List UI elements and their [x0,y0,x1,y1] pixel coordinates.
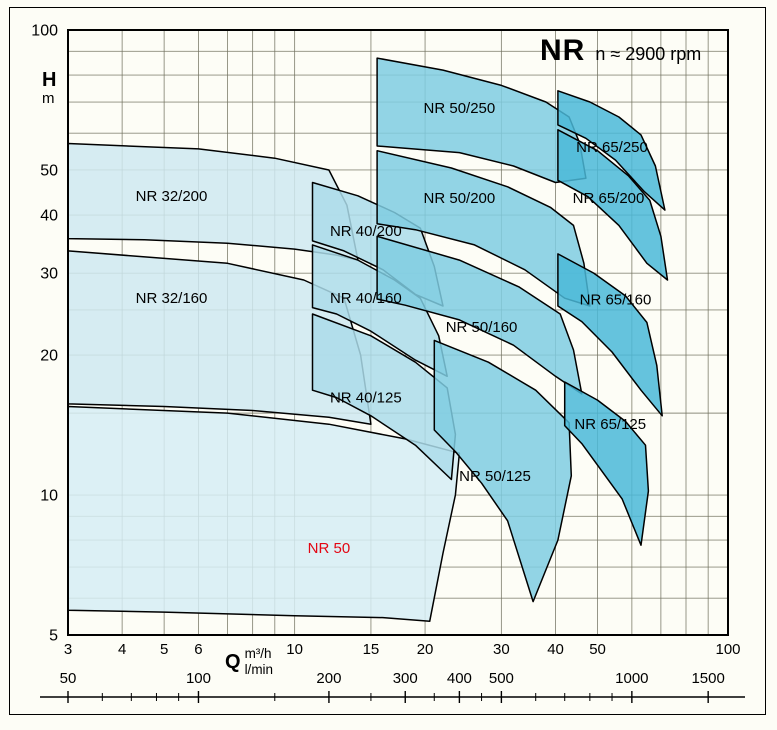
envelope-NR-50 [67,405,461,623]
x-tick-label-lmin-300: 300 [393,670,418,687]
envelope-NR-65-200 [557,129,669,281]
x-tick-label-m3h-5: 5 [160,641,168,658]
y-tick-label-10: 10 [40,488,58,505]
x-tick-label-lmin-400: 400 [447,670,472,687]
x-tick-label-lmin-200: 200 [316,670,341,687]
envelope-label-NR-65-160: NR 65/160 [580,292,652,309]
envelope-NR-50-125 [433,339,573,603]
envelope-label-NR-40-200: NR 40/200 [330,223,402,240]
envelope-NR-65-250 [557,90,666,211]
x-tick-label-lmin-500: 500 [489,670,514,687]
x-axis-symbol: Q [225,650,241,673]
x-tick-label-m3h-15: 15 [363,641,380,658]
y-tick-label-100: 100 [31,23,58,40]
envelope-label-NR-50-160: NR 50/160 [446,319,518,336]
x-axis-unit-primary: m³/h [244,646,272,661]
envelope-label-NR-50-125: NR 50/125 [459,468,531,485]
x-axis-label-block: Q m³/h l/min [225,646,273,678]
envelope-NR-65-160 [557,253,663,417]
y-tick-label-30: 30 [40,266,58,283]
envelope-label-NR-65-250: NR 65/250 [576,139,648,156]
y-tick-label-5: 5 [49,628,58,645]
x-tick-label-m3h-30: 30 [493,641,510,658]
x-tick-label-m3h-6: 6 [194,641,202,658]
x-tick-label-m3h-50: 50 [589,641,606,658]
plot-frame [67,29,729,636]
y-axis-unit: m [42,90,55,107]
x-tick-label-m3h-10: 10 [286,641,303,658]
x-tick-label-m3h-20: 20 [417,641,434,658]
envelope-label-NR-32-160: NR 32/160 [136,290,208,307]
envelope-label-NR-40-160: NR 40/160 [330,290,402,307]
x-axis-unit-secondary: l/min [244,662,274,678]
speed-note: n ≈ 2900 rpm [595,44,702,64]
envelope-label-NR-40-125: NR 40/125 [330,390,402,407]
x-tick-label-m3h-40: 40 [547,641,564,658]
chart-title-block: NR n ≈ 2900 rpm [540,34,701,68]
x-tick-label-lmin-50: 50 [60,670,77,687]
envelope-label-NR-50: NR 50 [308,540,351,557]
y-tick-label-50: 50 [40,162,58,179]
envelope-label-NR-50-250: NR 50/250 [424,100,496,117]
x-tick-label-lmin-1500: 1500 [691,670,724,687]
x-tick-label-m3h-100: 100 [715,641,740,658]
x-axis-units: m³/h l/min [245,646,274,678]
envelope-label-NR-32-200: NR 32/200 [136,188,208,205]
x-tick-label-m3h-4: 4 [118,641,126,658]
envelope-label-NR-50-200: NR 50/200 [424,190,496,207]
x-tick-label-lmin-100: 100 [186,670,211,687]
envelope-NR-40-125 [311,313,457,481]
y-axis-symbol: H [42,69,57,91]
envelope-NR-65-125 [563,381,650,546]
series-title: NR [540,34,586,67]
x-tick-label-lmin-1000: 1000 [615,670,648,687]
envelope-label-NR-65-200: NR 65/200 [573,190,645,207]
y-axis-label-block: H m [42,70,56,107]
y-tick-label-20: 20 [40,348,58,365]
envelope-NR-32-160 [67,250,372,425]
y-tick-label-40: 40 [40,208,58,225]
envelope-label-NR-65-125: NR 65/125 [574,416,646,433]
x-tick-label-m3h-3: 3 [64,641,72,658]
